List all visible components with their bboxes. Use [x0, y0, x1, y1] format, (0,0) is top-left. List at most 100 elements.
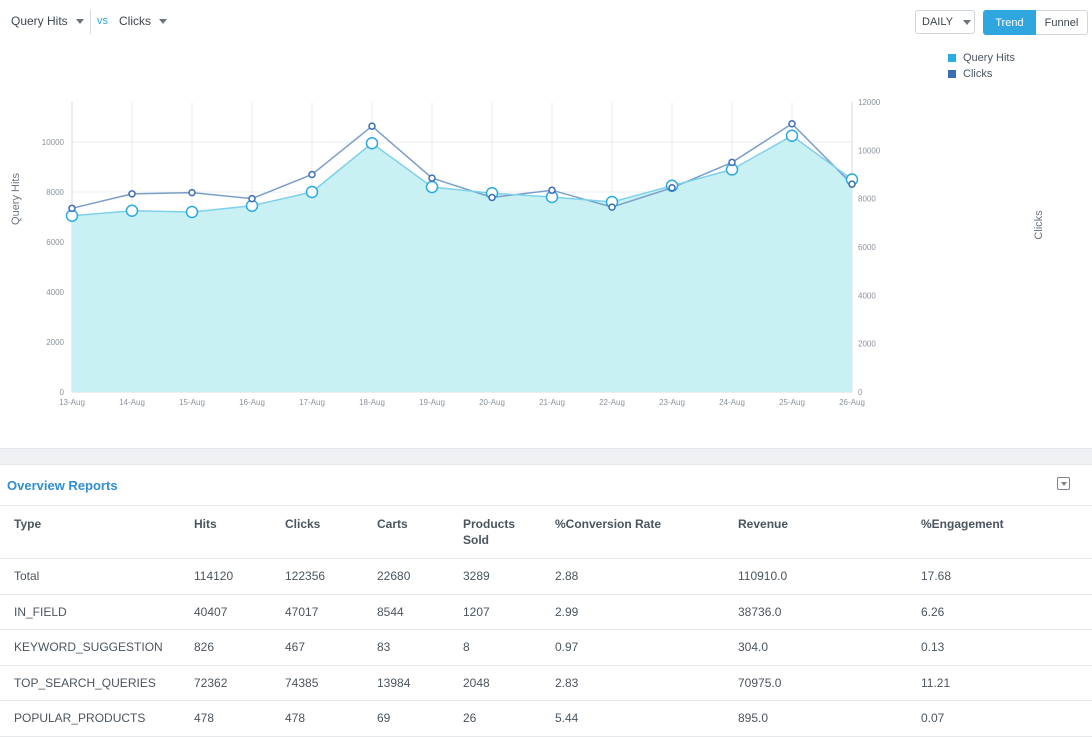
table-row: IN_FIELD 40407 47017 8544 1207 2.99 3873…	[0, 594, 1092, 630]
query-hits-point	[785, 129, 799, 142]
y2-tick-label: 12000	[858, 98, 881, 107]
column-header[interactable]: Type	[0, 505, 180, 559]
x-tick-label: 20-Aug	[479, 398, 505, 407]
table-cell: 5.44	[541, 700, 724, 737]
y2-axis-title: Clicks	[1033, 210, 1045, 240]
x-tick-label: 25-Aug	[779, 398, 805, 407]
table-cell: 2.88	[541, 558, 724, 595]
table-cell: 0.97	[541, 629, 724, 666]
clicks-line	[71, 122, 853, 210]
interval-dropdown[interactable]: DAILY	[915, 10, 975, 34]
query-hits-area	[72, 135, 852, 392]
legend-swatch-clicks	[948, 70, 956, 78]
table-cell: KEYWORD_SUGGESTION	[0, 629, 180, 666]
table-cell: 6.26	[907, 594, 1092, 630]
column-header[interactable]: Clicks	[271, 505, 363, 559]
clicks-point	[788, 120, 796, 128]
y2-tick-label: 4000	[858, 291, 876, 300]
table-cell: 40407	[180, 594, 271, 630]
table-cell: 22680	[363, 558, 449, 595]
clicks-point	[248, 194, 256, 203]
x-tick-label: 26-Aug	[839, 398, 865, 407]
chart-legend: Query Hits Clicks	[948, 50, 1015, 82]
view-toggle: Trend Funnel	[983, 10, 1088, 35]
clicks-point	[608, 203, 616, 211]
table-cell: 478	[271, 700, 363, 737]
export-icon[interactable]	[1057, 477, 1070, 490]
table-cell: 74385	[271, 665, 363, 701]
chevron-down-icon	[75, 18, 84, 24]
table-cell: 467	[271, 629, 363, 666]
vs-label: vs	[97, 15, 108, 27]
query-hits-point	[365, 137, 379, 150]
clicks-point	[728, 158, 736, 167]
query-hits-point	[425, 180, 439, 194]
table-cell: 826	[180, 629, 271, 666]
vs-divider	[90, 10, 91, 34]
y-tick-label: 0	[60, 388, 65, 397]
clicks-point	[68, 204, 76, 213]
chevron-down-icon	[159, 18, 167, 24]
funnel-button[interactable]: Funnel	[1036, 10, 1088, 35]
table-cell: POPULAR_PRODUCTS	[0, 700, 180, 737]
y2-tick-label: 10000	[858, 146, 881, 155]
table-header-row: Type Hits Clicks Carts Products Sold %Co…	[0, 505, 1092, 559]
x-tick-label: 18-Aug	[359, 398, 385, 407]
metric-a-label: Query Hits	[11, 14, 68, 28]
x-tick-label: 21-Aug	[539, 398, 565, 407]
table-cell: 0.07	[907, 700, 1092, 737]
y2-tick-label: 0	[858, 388, 863, 397]
x-tick-label: 15-Aug	[179, 398, 205, 407]
chevron-down-icon	[962, 19, 971, 25]
table-cell: 26	[449, 700, 541, 737]
y2-tick-label: 8000	[858, 195, 876, 204]
x-tick-label: 16-Aug	[239, 398, 265, 407]
trend-button[interactable]: Trend	[983, 10, 1036, 35]
column-header[interactable]: Products Sold	[449, 505, 541, 559]
metric-b-label: Clicks	[119, 14, 151, 28]
interval-label: DAILY	[922, 16, 953, 28]
table-cell: 2.83	[541, 665, 724, 701]
legend-label-query-hits: Query Hits	[963, 52, 1015, 64]
legend-item-query-hits[interactable]: Query Hits	[948, 50, 1015, 66]
table-cell: TOP_SEARCH_QUERIES	[0, 665, 180, 701]
table-cell: 122356	[271, 558, 363, 595]
y2-tick-label: 2000	[858, 340, 876, 349]
column-header[interactable]: %Engagement	[907, 505, 1092, 559]
column-header[interactable]: %Conversion Rate	[541, 505, 724, 559]
column-header[interactable]: Carts	[363, 505, 449, 559]
x-tick-label: 19-Aug	[419, 398, 445, 407]
chart-toolbar: Query Hits vs Clicks DAILY Trend Funnel	[0, 0, 1092, 44]
metric-a-dropdown[interactable]: Query Hits	[11, 14, 84, 28]
clicks-point	[128, 190, 136, 198]
table-cell: 17.68	[907, 558, 1092, 595]
table-row: POPULAR_PRODUCTS 478 478 69 26 5.44 895.…	[0, 700, 1092, 737]
table-row: KEYWORD_SUGGESTION 826 467 83 8 0.97 304…	[0, 629, 1092, 666]
metric-b-dropdown[interactable]: Clicks	[119, 14, 167, 28]
table-row: Total 114120 122356 22680 3289 2.88 1109…	[0, 558, 1092, 595]
x-tick-label: 17-Aug	[299, 398, 325, 407]
y-tick-label: 4000	[46, 288, 64, 297]
table-cell: 0.13	[907, 629, 1092, 666]
legend-item-clicks[interactable]: Clicks	[948, 66, 1015, 82]
trend-chart: 0 2000 4000 6000 8000 10000 0 2000 4000 6000 8000 1…	[10, 98, 1045, 407]
table-cell: 895.0	[724, 700, 907, 737]
legend-swatch-query-hits	[948, 54, 956, 62]
table-cell: 8544	[363, 594, 449, 630]
table-cell: 72362	[180, 665, 271, 701]
table-cell: 11.21	[907, 665, 1092, 701]
y-axis-title: Query Hits	[10, 173, 22, 225]
query-hits-point	[125, 204, 139, 217]
table-row: TOP_SEARCH_QUERIES 72362 74385 13984 204…	[0, 665, 1092, 701]
clicks-point	[308, 170, 316, 179]
column-header[interactable]: Hits	[180, 505, 271, 559]
query-hits-line	[71, 134, 853, 217]
query-hits-point	[185, 205, 199, 219]
x-tick-label: 22-Aug	[599, 398, 625, 407]
y2-tick-label: 6000	[858, 243, 876, 252]
column-header[interactable]: Revenue	[724, 505, 907, 559]
table-cell: 478	[180, 700, 271, 737]
table-cell: 8	[449, 629, 541, 666]
table-cell: 83	[363, 629, 449, 666]
table-cell: 47017	[271, 594, 363, 630]
